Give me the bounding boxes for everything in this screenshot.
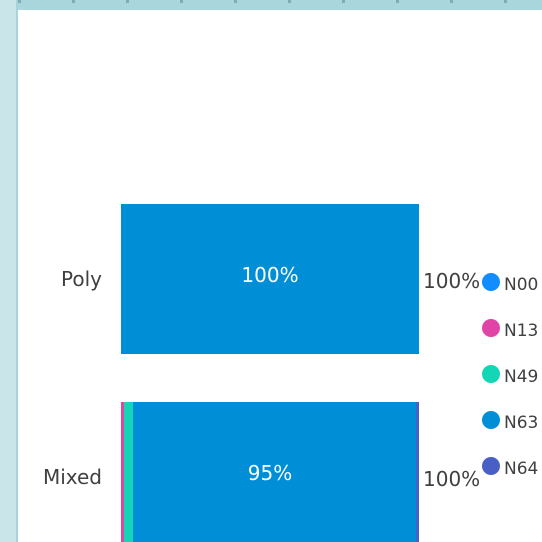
total-label-poly: 100% — [423, 269, 480, 293]
labels-layer: Poly 100% 100% Mixed 95% 100% — [43, 263, 480, 491]
legend-marker-n00 — [482, 273, 500, 291]
bar-segment-n63-poly[interactable] — [121, 204, 419, 354]
bar-segment-n64-mixed[interactable] — [416, 402, 419, 542]
visual-header-strip — [18, 0, 542, 10]
legend-label-n00: N00 — [504, 275, 538, 295]
bar-segment-n13-mixed[interactable] — [121, 402, 124, 542]
data-label-poly: 100% — [241, 263, 298, 287]
legend-label-n64: N64 — [504, 459, 538, 479]
visual-border-left — [0, 0, 18, 542]
bar-segment-n49-mixed[interactable] — [123, 402, 133, 542]
category-label-poly: Poly — [61, 267, 102, 291]
legend-label-n63: N63 — [504, 413, 538, 433]
legend-label-n13: N13 — [504, 321, 538, 341]
legend-marker-n49 — [482, 365, 500, 383]
total-label-mixed: 100% — [423, 467, 480, 491]
bar-segment-n63-mixed[interactable] — [132, 402, 417, 542]
legend-marker-n13 — [482, 319, 500, 337]
legend-marker-n63 — [482, 411, 500, 429]
legend-marker-n64 — [482, 457, 500, 475]
bars-layer — [121, 204, 419, 542]
category-label-mixed: Mixed — [43, 465, 102, 489]
legend-label-n49: N49 — [504, 367, 538, 387]
data-label-mixed: 95% — [248, 461, 292, 485]
legend: N00 N13 N49 N63 N64 — [482, 273, 538, 479]
